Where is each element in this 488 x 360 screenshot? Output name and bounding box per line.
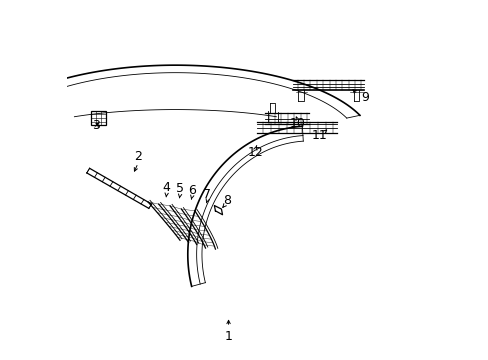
Bar: [91, 111, 106, 125]
Text: 4: 4: [162, 181, 170, 194]
Text: 8: 8: [223, 194, 230, 207]
Text: 9: 9: [360, 91, 368, 104]
Text: 7: 7: [203, 188, 211, 201]
Text: 11: 11: [311, 129, 327, 142]
Text: 10: 10: [289, 117, 305, 130]
Text: 6: 6: [188, 184, 196, 197]
Text: 3: 3: [92, 118, 100, 131]
Text: 5: 5: [176, 183, 183, 195]
Text: 12: 12: [247, 146, 263, 159]
Text: 1: 1: [224, 330, 232, 343]
Text: 2: 2: [134, 150, 142, 163]
